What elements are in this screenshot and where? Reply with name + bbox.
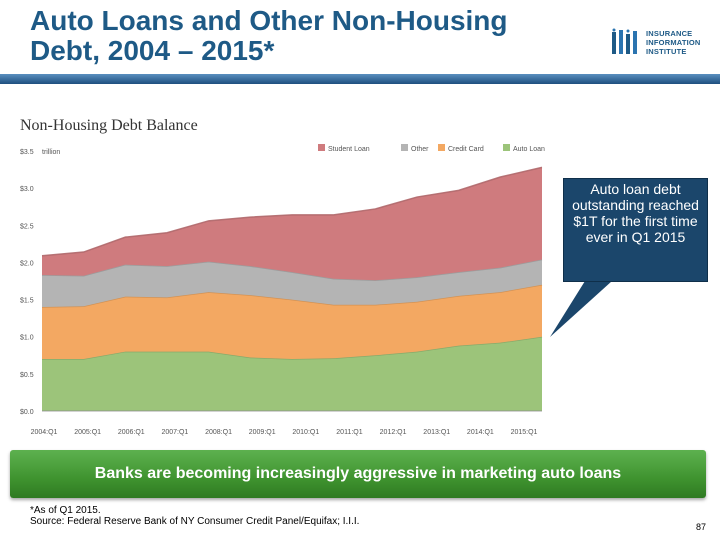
footnote-line-2: Source: Federal Reserve Bank of NY Consu…: [30, 516, 360, 527]
logo-line-3: INSTITUTE: [646, 47, 687, 56]
page-number: 87: [696, 522, 707, 532]
logo-line-1: INSURANCE: [646, 29, 693, 38]
legend-swatch-credit-card: [438, 144, 445, 151]
area-other: [42, 259, 542, 307]
callout-box: Auto loan debt outstanding reached $1T f…: [563, 178, 708, 282]
x-tick-label: 2010:Q1: [292, 429, 319, 436]
legend-swatch-auto-loan: [503, 144, 510, 151]
area-credit-card: [42, 284, 542, 359]
y-tick-label: $2.0: [20, 260, 34, 267]
x-tick-label: 2014:Q1: [467, 429, 494, 436]
x-tick-label: 2008:Q1: [205, 429, 232, 436]
y-tick-label: $3.5: [20, 149, 34, 156]
y-tick-label: $1.5: [20, 298, 34, 305]
legend-label-auto-loan: Auto Loan: [513, 146, 545, 153]
logo-line-2: INFORMATION: [646, 38, 701, 47]
iii-logo: INSURANCE INFORMATION INSTITUTE: [606, 26, 716, 66]
line-student-loan: [41, 166, 543, 257]
x-tick-label: 2006:Q1: [118, 429, 145, 436]
x-tick-label: 2007:Q1: [161, 429, 188, 436]
y-tick-label: $1.0: [20, 335, 34, 342]
x-tick-label: 2009:Q1: [249, 429, 276, 436]
stacked-area-chart: Non-Housing Debt Balance $0.0 $0.5 $1.0 $1.5…: [20, 117, 545, 436]
legend-label-student-loan: Student Loan: [328, 146, 370, 153]
chart-title: Non-Housing Debt Balance: [20, 117, 198, 134]
x-tick-label: 2011:Q1: [336, 429, 362, 436]
logo-text: INSURANCE INFORMATION INSTITUTE: [646, 29, 701, 56]
header-bar: [0, 74, 720, 84]
y-tick-label: $0.5: [20, 372, 34, 379]
iii-logo-icon: [612, 28, 637, 54]
legend-label-credit-card: Credit Card: [448, 146, 484, 153]
y-tick-label: $0.0: [20, 409, 34, 416]
title-line-1: Auto Loans and Other Non-Housing: [30, 5, 508, 36]
footnote: *As of Q1 2015. Source: Federal Reserve …: [30, 505, 359, 527]
x-tick-label: 2004:Q1: [31, 429, 58, 436]
x-tick-label: 2013:Q1: [423, 429, 450, 436]
y-tick-label: $2.5: [20, 223, 34, 230]
y-axis-unit: trillion: [42, 149, 60, 156]
x-tick-label: 2005:Q1: [74, 429, 101, 436]
footnote-line-1: *As of Q1 2015.: [30, 505, 101, 516]
legend-swatch-other: [401, 144, 408, 151]
y-tick-label: $3.0: [20, 186, 34, 193]
slide-title: Auto Loans and Other Non-Housing Debt, 2…: [30, 6, 570, 66]
x-tick-label: 2015:Q1: [511, 429, 538, 436]
conclusion-banner: Banks are becoming increasingly aggressi…: [10, 450, 706, 498]
area-auto-loan: [42, 336, 542, 411]
x-tick-label: 2012:Q1: [380, 429, 407, 436]
legend-swatch-student-loan: [318, 144, 325, 151]
title-line-2: Debt, 2004 – 2015*: [30, 35, 275, 66]
area-student-loan: [42, 167, 542, 281]
legend-label-other: Other: [411, 146, 429, 153]
